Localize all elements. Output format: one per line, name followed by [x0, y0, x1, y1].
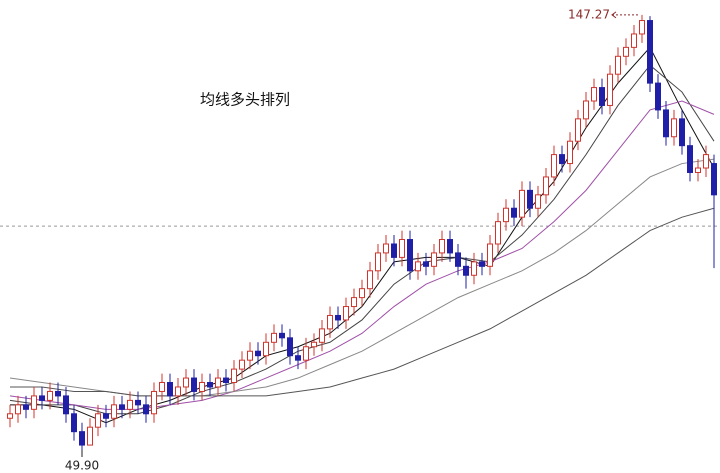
candle-body: [367, 270, 373, 290]
candle-body: [199, 382, 205, 392]
candle-body: [63, 395, 69, 415]
ma-line: [10, 207, 715, 397]
candle-body: [311, 341, 317, 348]
candle-body: [511, 207, 517, 218]
candle-body: [287, 337, 293, 357]
candle-body: [615, 55, 621, 75]
candle-body: [687, 145, 693, 173]
ma-line: [9, 158, 715, 397]
candle-body: [359, 288, 365, 299]
candle-body: [159, 382, 165, 392]
candle-body: [583, 100, 589, 120]
candle-body: [151, 390, 157, 415]
candle-body: [175, 386, 181, 397]
low-label: 49.90: [65, 458, 99, 472]
candle-body: [695, 167, 701, 173]
ma-line: [9, 64, 715, 415]
candle-body: [527, 189, 533, 209]
candle-body: [271, 332, 277, 343]
candle-body: [487, 243, 493, 267]
candle-body: [703, 154, 709, 169]
candle-body: [295, 355, 301, 361]
candle-body: [143, 404, 149, 415]
candle-body: [607, 73, 613, 106]
candle-body: [191, 377, 197, 392]
candle-body: [383, 243, 389, 254]
candle-body: [23, 404, 29, 410]
candle-body: [639, 20, 645, 35]
ma-line: [9, 100, 715, 410]
candle-body: [239, 359, 245, 370]
candle-body: [431, 252, 437, 267]
peak-label: 147.27: [568, 7, 610, 21]
candle-body: [535, 194, 541, 209]
candle-body: [207, 382, 213, 388]
chart-title: 均线多头排列: [200, 91, 290, 109]
candle-body: [183, 377, 189, 388]
candle-body: [471, 261, 477, 276]
candle-body: [415, 261, 421, 272]
candle-body: [423, 261, 429, 267]
candle-body: [303, 346, 309, 361]
candle-body: [79, 431, 85, 446]
candle-body: [631, 33, 637, 48]
candle-body: [439, 239, 445, 254]
candle-body: [463, 265, 469, 276]
candle-body: [407, 239, 413, 272]
candle-body: [223, 377, 229, 384]
candle-body: [647, 20, 653, 84]
candle-body: [327, 314, 333, 330]
candle-body: [111, 404, 117, 419]
candle-body: [31, 395, 37, 410]
candle-body: [655, 82, 661, 111]
candle-body: [135, 399, 141, 406]
candle-body: [231, 368, 237, 384]
candle-body: [215, 377, 221, 388]
candle-body: [495, 221, 501, 245]
candle-body: [599, 87, 605, 106]
candle-body: [263, 341, 269, 357]
candle-body: [55, 390, 61, 397]
candle-body: [7, 413, 13, 419]
peak-arrow-head: [611, 11, 617, 19]
candle-body: [119, 404, 125, 410]
candle-body: [567, 140, 573, 165]
candle-body: [319, 328, 325, 343]
candle-body: [279, 332, 285, 339]
candle-body: [623, 46, 629, 57]
candle-body: [247, 350, 253, 361]
candle-body: [519, 189, 525, 218]
candle-body: [343, 306, 349, 321]
candle-body: [575, 118, 581, 142]
candle-body: [87, 426, 93, 446]
candle-body: [671, 118, 677, 138]
candle-body: [335, 314, 341, 321]
candle-body: [351, 297, 357, 308]
candle-body: [47, 390, 53, 401]
candle-body: [375, 252, 381, 272]
candle-body: [479, 261, 485, 267]
candle-body: [391, 243, 397, 258]
candle-body: [71, 413, 77, 433]
candle-body: [559, 154, 565, 165]
candle-body: [455, 252, 461, 267]
candle-body: [39, 395, 45, 401]
candle-body: [663, 109, 669, 138]
candle-body: [503, 207, 509, 223]
candle-body: [95, 413, 101, 428]
candle-body: [255, 350, 261, 357]
candle-body: [15, 404, 21, 415]
candle-body: [551, 154, 557, 178]
candle-body: [127, 399, 133, 410]
candle-body: [447, 239, 453, 254]
candle-body: [103, 413, 109, 419]
candle-body: [711, 163, 717, 196]
candle-body: [591, 87, 597, 102]
candle-body: [543, 176, 549, 196]
candle-body: [167, 382, 173, 397]
candle-body: [679, 118, 685, 147]
candle-body: [399, 239, 405, 258]
